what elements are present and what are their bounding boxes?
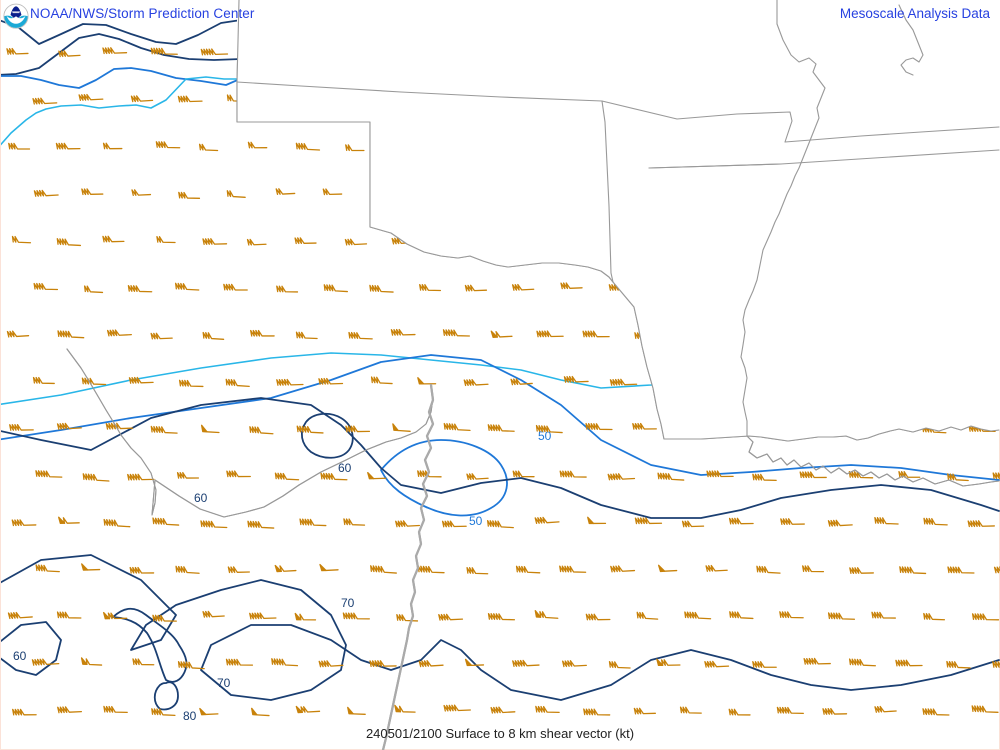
svg-text:80: 80: [183, 709, 197, 723]
svg-text:50: 50: [469, 514, 483, 528]
svg-text:60: 60: [13, 649, 27, 663]
svg-text:60: 60: [194, 491, 208, 505]
svg-text:70: 70: [341, 596, 355, 610]
svg-text:70: 70: [217, 676, 231, 690]
